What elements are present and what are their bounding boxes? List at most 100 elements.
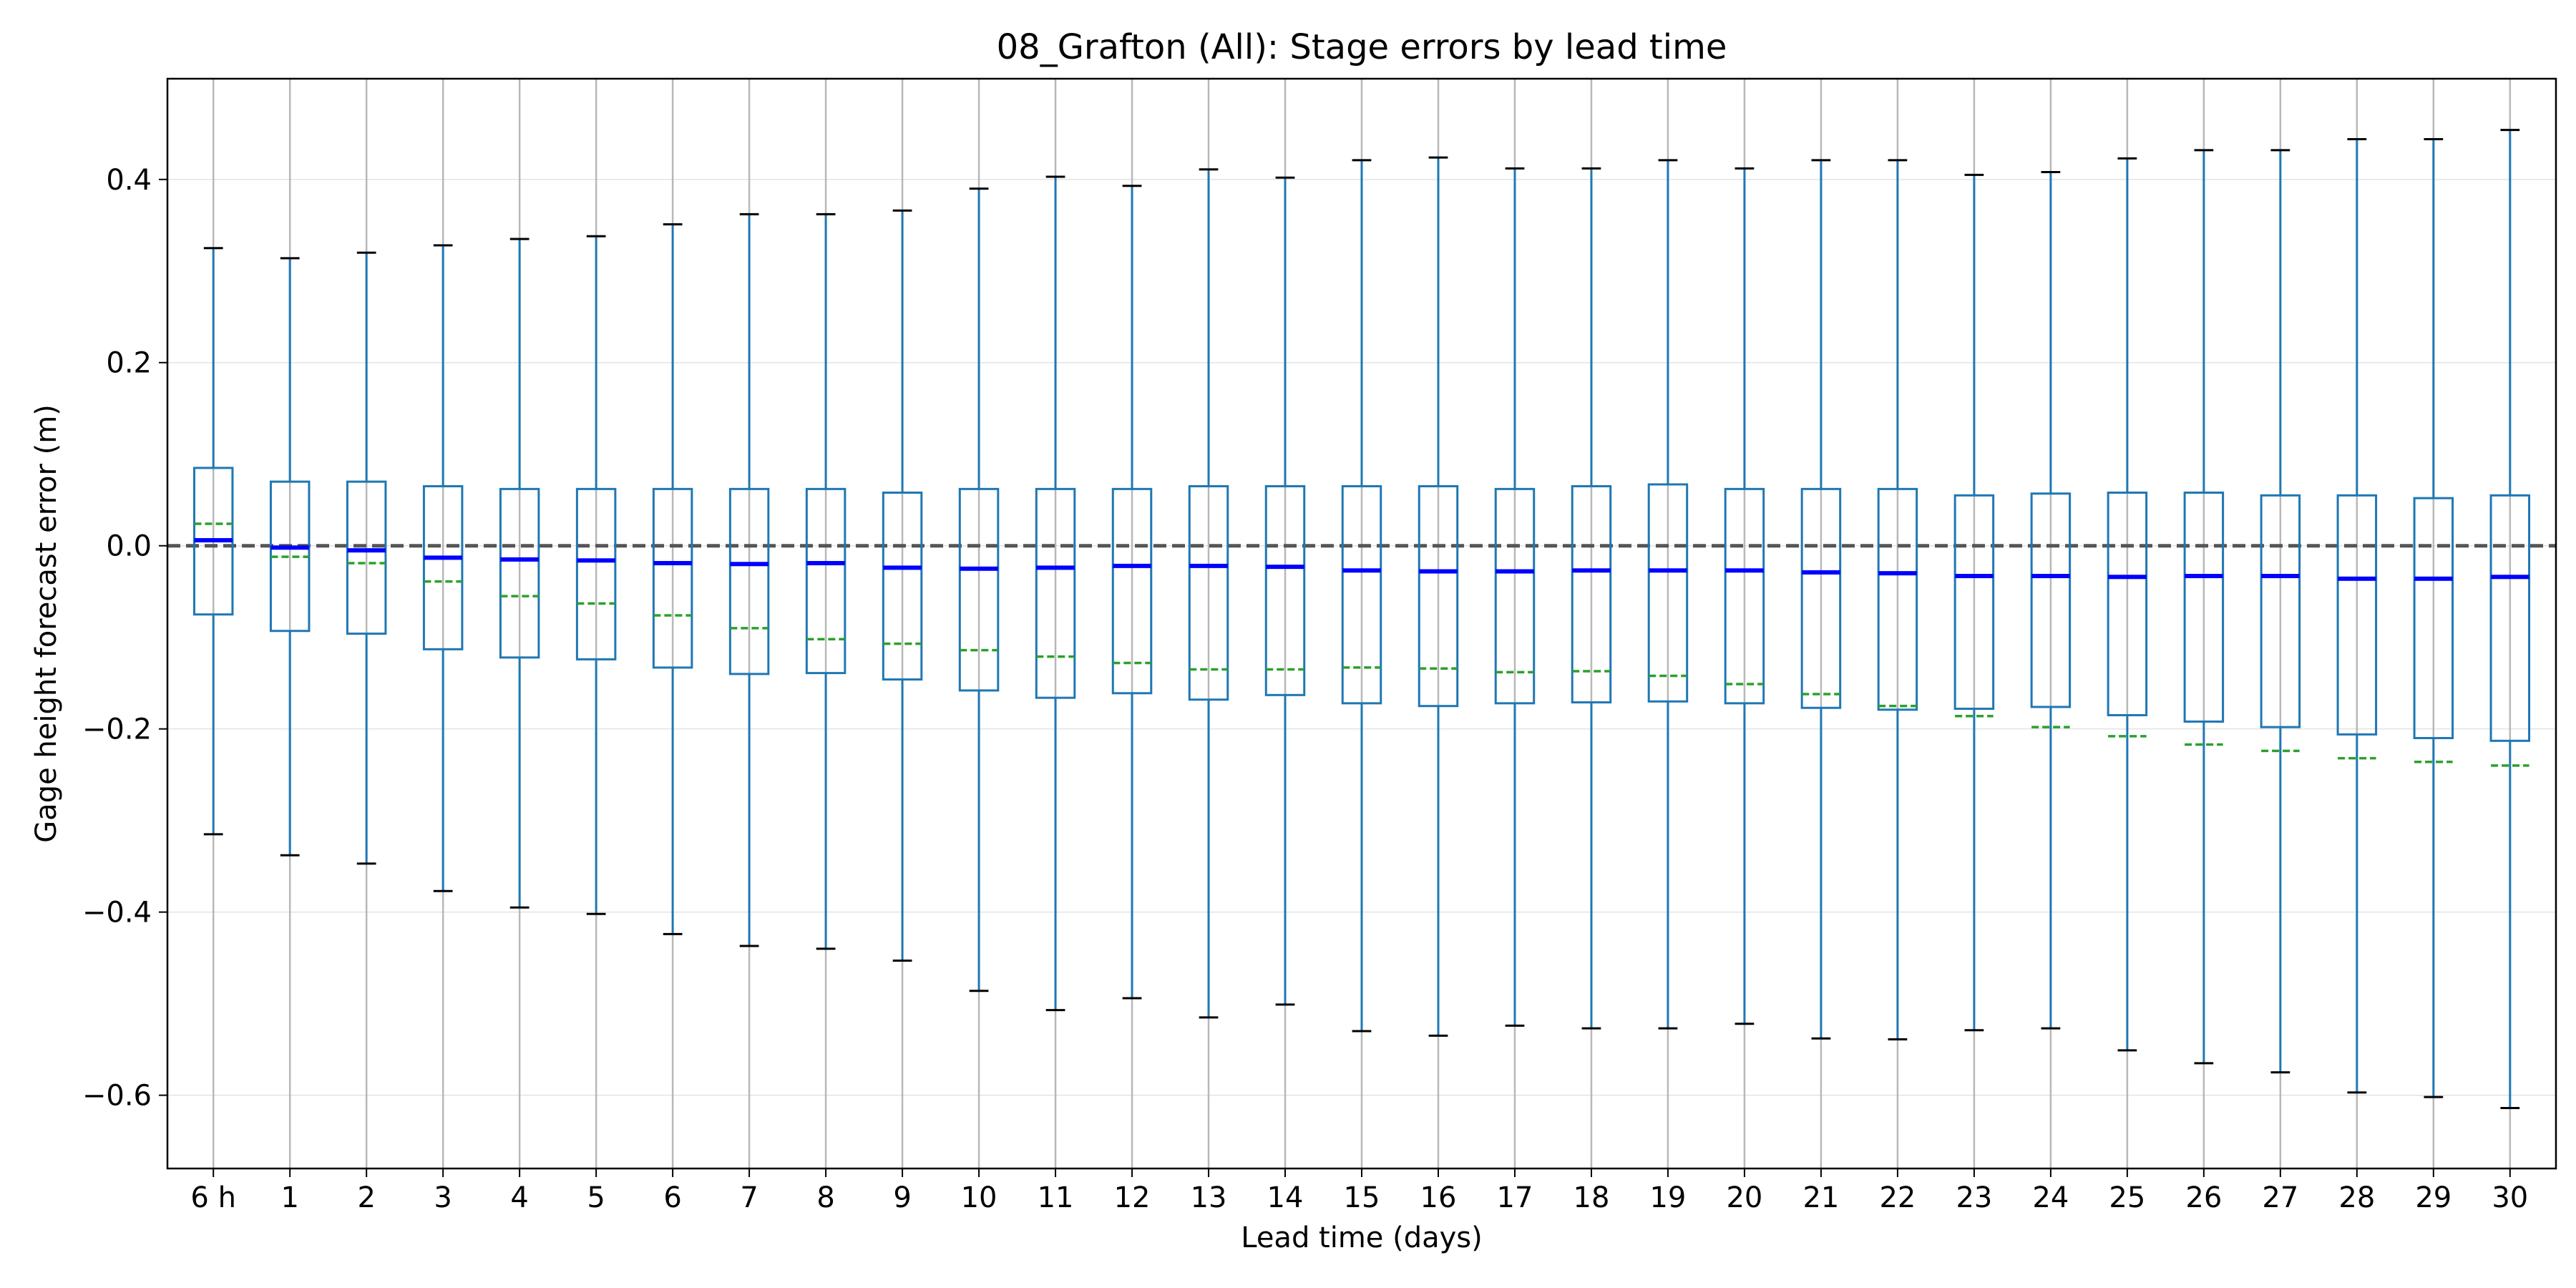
- iqr-box: [2030, 492, 2072, 708]
- x-tick-label: 1: [280, 1181, 298, 1214]
- box-group: [1418, 156, 1459, 1037]
- box-group: [1877, 159, 1918, 1041]
- x-tick-label: 30: [2492, 1181, 2528, 1214]
- box-group: [2030, 171, 2072, 1030]
- iqr-box: [2183, 491, 2225, 723]
- iqr-box: [1341, 485, 1382, 705]
- x-tick-label: 2: [357, 1181, 375, 1214]
- iqr-box: [1111, 487, 1153, 695]
- iqr-box: [2260, 494, 2301, 728]
- box-group: [2413, 137, 2454, 1098]
- y-tick-label: −0.6: [82, 1080, 152, 1113]
- chart-title: 08_Grafton (All): Stage errors by lead t…: [997, 27, 1727, 67]
- iqr-box: [1188, 485, 1229, 701]
- x-tick-label: 18: [1574, 1181, 1610, 1214]
- x-tick-label: 20: [1726, 1181, 1762, 1214]
- x-tick-label: 15: [1344, 1181, 1380, 1214]
- iqr-box: [728, 487, 770, 675]
- y-axis-label: Gage height forecast error (m): [30, 404, 63, 843]
- iqr-box: [1418, 485, 1459, 708]
- box-group: [2489, 129, 2531, 1110]
- box-group: [1264, 176, 1306, 1006]
- x-tick-label: 4: [510, 1181, 528, 1214]
- iqr-box: [2336, 494, 2378, 736]
- box-series: [192, 129, 2531, 1110]
- box-group: [2107, 157, 2148, 1052]
- x-tick-label: 11: [1038, 1181, 1074, 1214]
- iqr-box: [1953, 494, 1995, 711]
- x-tick-label: 3: [434, 1181, 452, 1214]
- x-tick-label: 5: [587, 1181, 605, 1214]
- box-group: [346, 251, 387, 865]
- x-tick-label: 7: [740, 1181, 758, 1214]
- x-tick-label: 28: [2338, 1181, 2375, 1214]
- iqr-box: [1647, 483, 1689, 703]
- x-tick-label: 16: [1420, 1181, 1457, 1214]
- x-axis-ticks: 6 h 1 2 3 4 5 6 7 8 9 10 11 12 13 14 15 16 17 18 19 20 21 22 23…: [190, 1169, 2528, 1214]
- x-tick-label: 25: [2109, 1181, 2145, 1214]
- x-tick-label: 24: [2032, 1181, 2069, 1214]
- iqr-box: [499, 487, 540, 659]
- x-tick-label: 12: [1114, 1181, 1151, 1214]
- box-group: [1494, 167, 1536, 1027]
- iqr-box: [1494, 487, 1536, 705]
- box-group: [1571, 167, 1612, 1030]
- box-group: [1647, 159, 1689, 1030]
- x-tick-label: 27: [2262, 1181, 2298, 1214]
- iqr-box: [1035, 487, 1076, 699]
- x-tick-label: 13: [1191, 1181, 1227, 1214]
- x-tick-label: 21: [1802, 1181, 1839, 1214]
- iqr-box: [652, 487, 693, 669]
- x-tick-label: 26: [2185, 1181, 2222, 1214]
- box-group: [2183, 149, 2225, 1065]
- box-group: [2336, 137, 2378, 1094]
- y-tick-label: −0.2: [82, 713, 152, 746]
- iqr-box: [1264, 485, 1306, 696]
- box-group: [499, 238, 540, 909]
- iqr-box: [958, 487, 1000, 692]
- x-tick-label: 29: [2415, 1181, 2451, 1214]
- box-group: [192, 247, 234, 836]
- box-group: [269, 257, 311, 857]
- x-axis-label: Lead time (days): [1241, 1221, 1483, 1254]
- box-group: [805, 213, 847, 950]
- iqr-box: [422, 485, 464, 650]
- box-group: [1724, 167, 1765, 1025]
- x-tick-label: 10: [961, 1181, 997, 1214]
- y-tick-label: 0.4: [106, 164, 152, 197]
- x-tick-label: 17: [1497, 1181, 1533, 1214]
- box-group: [882, 209, 923, 962]
- x-tick-label: 6: [663, 1181, 681, 1214]
- iqr-box: [575, 487, 617, 660]
- iqr-box: [1800, 487, 1842, 709]
- box-group: [652, 223, 693, 935]
- iqr-box: [882, 491, 923, 681]
- x-tick-label: 23: [1956, 1181, 1992, 1214]
- box-group: [1111, 185, 1153, 1000]
- x-tick-label: 14: [1267, 1181, 1304, 1214]
- box-group: [1341, 159, 1382, 1033]
- box-group: [575, 235, 617, 915]
- box-group: [2260, 149, 2301, 1074]
- box-group: [728, 213, 770, 947]
- box-group: [958, 187, 1000, 992]
- iqr-box: [2413, 497, 2454, 739]
- box-group: [1035, 175, 1076, 1012]
- x-tick-label: 19: [1649, 1181, 1686, 1214]
- box-group: [422, 244, 464, 892]
- y-axis-ticks: −0.6 −0.4 −0.2 0.0 0.2 0.4: [82, 164, 167, 1113]
- y-tick-label: −0.4: [82, 897, 152, 930]
- iqr-box: [2489, 494, 2531, 742]
- iqr-box: [1724, 487, 1765, 705]
- iqr-box: [1571, 485, 1612, 704]
- box-group: [1188, 168, 1229, 1019]
- x-tick-label: 9: [893, 1181, 911, 1214]
- x-tick-label: 8: [816, 1181, 834, 1214]
- iqr-box: [2107, 491, 2148, 716]
- y-tick-label: 0.0: [106, 530, 152, 563]
- iqr-box: [805, 487, 847, 675]
- iqr-box: [1877, 487, 1918, 711]
- y-tick-label: 0.2: [106, 347, 152, 380]
- iqr-box: [346, 480, 387, 635]
